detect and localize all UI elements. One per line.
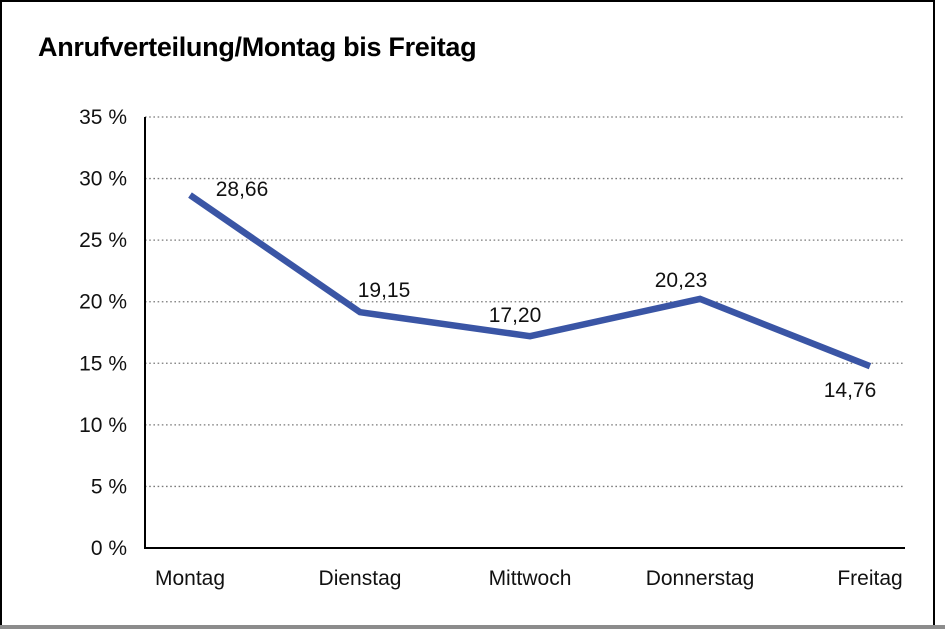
y-tick-label: 25 % <box>79 229 127 252</box>
data-point-label: 28,66 <box>216 178 269 201</box>
x-category-label: Dienstag <box>319 567 402 590</box>
y-tick-label: 30 % <box>79 168 127 191</box>
data-point-label: 20,23 <box>655 269 708 292</box>
y-tick-label: 10 % <box>79 414 127 437</box>
chart-title: Anrufverteilung/Montag bis Freitag <box>38 32 477 62</box>
bottom-shadow-bar <box>0 625 945 629</box>
axes-group <box>144 117 905 549</box>
gridlines-group <box>145 116 905 488</box>
x-category-label: Freitag <box>837 567 902 590</box>
x-category-label: Montag <box>155 567 225 590</box>
y-tick-label: 5 % <box>91 475 127 498</box>
y-tick-label: 0 % <box>91 537 127 560</box>
y-tick-label: 20 % <box>79 291 127 314</box>
data-point-label: 19,15 <box>358 279 411 302</box>
y-tick-label: 15 % <box>79 352 127 375</box>
series-line <box>188 192 872 370</box>
labels-group: 0 % 5 % 10 % 15 % 20 % 25 % 30 % 35 % 28,66 19,15… <box>79 106 903 590</box>
x-category-label: Mittwoch <box>489 567 572 590</box>
data-point-label: 17,20 <box>489 304 542 327</box>
x-category-label: Donnerstag <box>646 567 755 590</box>
data-series-group <box>188 192 872 370</box>
data-point-label: 14,76 <box>824 379 877 402</box>
y-tick-label: 35 % <box>79 106 127 129</box>
